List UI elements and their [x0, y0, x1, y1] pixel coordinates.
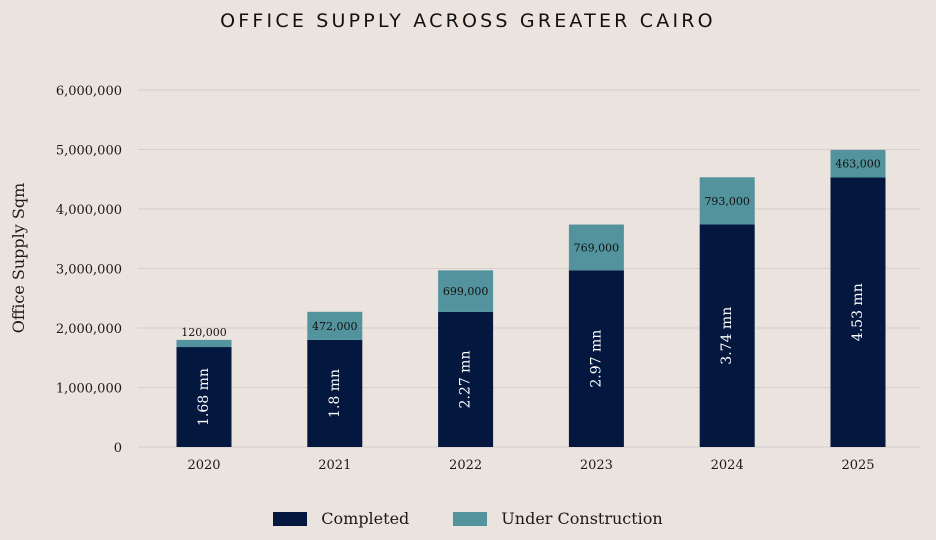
y-tick-label: 3,000,000	[56, 263, 122, 278]
y-tick-label: 0	[114, 441, 122, 456]
bar-completed	[438, 311, 494, 447]
y-tick-label: 2,000,000	[56, 322, 122, 337]
bar-data-label-under-construction: 472,000	[312, 320, 358, 333]
bars: 1.68 mn 120,000 1.8 mn 472,000 2.27 mn 699,00…	[176, 149, 886, 447]
bar-data-label-completed: 2.97 mn	[588, 330, 604, 388]
bar-completed	[176, 347, 232, 447]
bar-data-label-under-construction: 769,000	[574, 241, 620, 254]
bar-data-label-under-construction: 793,000	[704, 195, 750, 208]
bar-under-construction	[307, 311, 363, 340]
bar-under-construction	[438, 270, 494, 312]
bar-data-label-under-construction: 463,000	[835, 158, 881, 171]
x-axis-ticks: 2020 2021 2022 2023 2024 2025	[187, 458, 874, 473]
chart-title: OFFICE SUPPLY ACROSS GREATER CAIRO	[220, 10, 716, 32]
y-tick-label: 4,000,000	[56, 203, 122, 218]
bar-data-label-under-construction: 699,000	[443, 285, 489, 298]
legend-label-under-construction: Under Construction	[501, 509, 663, 528]
x-tick-label: 2023	[580, 458, 613, 473]
bar-under-construction	[568, 224, 624, 271]
bar-under-construction	[699, 177, 755, 225]
x-tick-label: 2020	[187, 458, 220, 473]
legend-swatch-completed	[273, 511, 308, 526]
x-tick-label: 2024	[711, 458, 744, 473]
bar-completed	[830, 177, 886, 447]
y-axis-ticks: 0 1,000,000 2,000,000 3,000,000 4,000,000 5,0…	[56, 84, 122, 456]
stacked-bar-chart: 0 1,000,000 2,000,000 3,000,000 4,000,000 5,0…	[9, 84, 920, 473]
bar-data-label-completed: 4.53 mn	[850, 283, 866, 341]
bar-completed	[307, 339, 363, 447]
y-tick-label: 1,000,000	[56, 382, 122, 397]
y-axis-title: Office Supply Sqm	[9, 183, 28, 333]
x-tick-label: 2021	[318, 458, 351, 473]
legend-item-under-construction: Under Construction	[453, 509, 663, 528]
gridlines	[138, 89, 920, 448]
bar-under-construction	[830, 149, 886, 178]
bar-data-label-completed: 3.74 mn	[719, 307, 735, 365]
legend: Completed Under Construction	[0, 509, 936, 528]
bar-data-label-completed: 2.27 mn	[458, 351, 474, 409]
y-tick-label: 6,000,000	[56, 84, 122, 99]
x-tick-label: 2022	[449, 458, 482, 473]
legend-item-completed: Completed	[273, 509, 409, 528]
legend-swatch-under-construction	[453, 511, 488, 526]
bar-data-label-completed: 1.68 mn	[196, 368, 212, 426]
bar-completed	[699, 224, 755, 447]
y-tick-label: 5,000,000	[56, 144, 122, 159]
bar-data-label-under-construction: 120,000	[181, 326, 227, 339]
legend-label-completed: Completed	[321, 509, 410, 528]
bar-completed	[568, 270, 624, 447]
bar-under-construction	[176, 339, 232, 348]
bar-data-label-completed: 1.8 mn	[327, 369, 343, 418]
x-tick-label: 2025	[841, 458, 874, 473]
